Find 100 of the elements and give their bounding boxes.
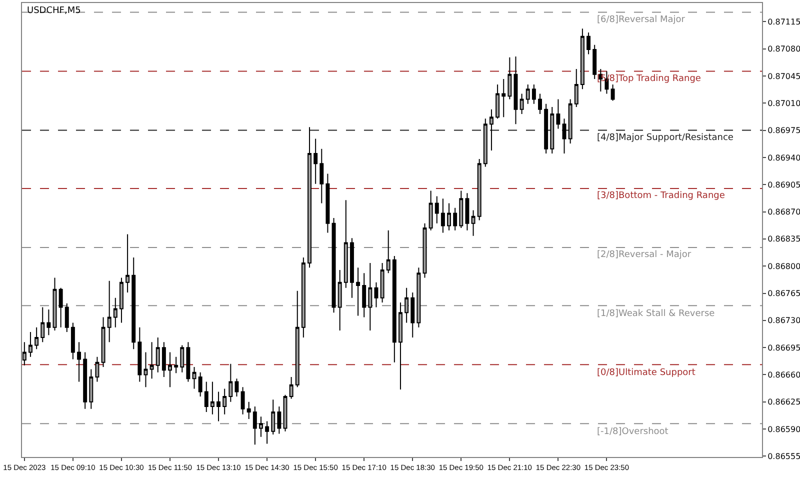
y-tick-label: 0.86940 bbox=[768, 153, 800, 162]
candlestick bbox=[610, 84, 615, 102]
y-tick-label: 0.86695 bbox=[768, 343, 800, 352]
candlestick bbox=[95, 356, 100, 382]
y-tick-label: 0.86730 bbox=[768, 316, 800, 326]
candlestick bbox=[216, 391, 221, 422]
candlestick bbox=[338, 269, 342, 331]
y-tick-label: 0.86835 bbox=[768, 234, 800, 244]
candlestick bbox=[186, 342, 190, 382]
candlestick bbox=[64, 302, 69, 333]
y-tick-label: 0.86765 bbox=[768, 289, 800, 298]
candlestick bbox=[234, 378, 239, 397]
candlestick bbox=[46, 309, 51, 336]
candlestick bbox=[550, 106, 554, 154]
candlestick bbox=[440, 198, 445, 234]
candlestick bbox=[368, 262, 372, 331]
candlestick bbox=[22, 342, 26, 366]
candlestick bbox=[28, 332, 32, 358]
candlestick bbox=[320, 148, 324, 204]
candlestick bbox=[392, 256, 396, 363]
candlestick bbox=[374, 282, 378, 308]
chart-title: USDCHF,M5 bbox=[27, 6, 81, 16]
candlestick bbox=[252, 406, 257, 446]
candlestick bbox=[332, 217, 336, 314]
candlestick bbox=[271, 399, 276, 435]
candlestick bbox=[89, 368, 94, 410]
candlestick bbox=[107, 280, 112, 343]
y-tick-label: 0.86555 bbox=[768, 452, 800, 462]
candlestick bbox=[259, 416, 263, 438]
y-tick-label: 0.86870 bbox=[768, 208, 800, 217]
candlestick bbox=[483, 118, 488, 168]
candlestick bbox=[350, 238, 354, 298]
candlestick bbox=[538, 93, 542, 114]
candlestick bbox=[508, 56, 512, 100]
candlestick bbox=[180, 344, 184, 373]
candlestick bbox=[489, 108, 494, 151]
candlestick bbox=[58, 287, 63, 328]
candlestick bbox=[301, 257, 306, 338]
y-tick-label: 0.86625 bbox=[768, 398, 800, 407]
y-tick-label: 0.86800 bbox=[768, 262, 800, 271]
candlestick bbox=[428, 190, 433, 231]
candlestick bbox=[204, 381, 208, 412]
ref-line-label: [2/8]Reversal - Major bbox=[597, 250, 692, 260]
candlestick bbox=[562, 118, 566, 154]
candlestick bbox=[162, 342, 166, 378]
y-tick-label: 0.86660 bbox=[768, 370, 800, 380]
candlestick bbox=[574, 68, 578, 108]
candlestick bbox=[150, 342, 154, 380]
candlestick bbox=[314, 138, 318, 184]
candlestick bbox=[295, 290, 300, 388]
y-tick-label: 0.87010 bbox=[768, 98, 800, 108]
candlestick bbox=[471, 210, 476, 236]
candlestick bbox=[240, 386, 245, 415]
candlestick bbox=[398, 302, 402, 390]
candlestick bbox=[496, 84, 500, 120]
candlestick bbox=[532, 84, 536, 104]
candlestick bbox=[126, 234, 130, 293]
candlestick bbox=[459, 190, 464, 229]
candlestick bbox=[477, 158, 482, 221]
candlestick bbox=[410, 292, 415, 338]
candlestick bbox=[556, 98, 560, 130]
candlestick bbox=[344, 200, 348, 288]
candlestick bbox=[265, 420, 270, 444]
candlestick bbox=[434, 196, 439, 224]
y-tick-label: 0.86905 bbox=[768, 180, 800, 190]
candlestick bbox=[586, 32, 591, 55]
candlestick bbox=[326, 173, 330, 234]
candlestick bbox=[246, 401, 251, 420]
y-tick-label: 0.87080 bbox=[768, 44, 800, 54]
candlestick bbox=[362, 272, 366, 318]
candlestick bbox=[308, 126, 312, 268]
candlestick bbox=[132, 257, 136, 350]
candlestick bbox=[192, 366, 196, 390]
candlestick bbox=[277, 406, 282, 434]
candlestick bbox=[40, 306, 45, 343]
candlestick bbox=[70, 322, 75, 360]
candlestick bbox=[156, 336, 160, 373]
candlestick bbox=[380, 262, 384, 304]
candlestick bbox=[580, 28, 584, 90]
candlestick bbox=[544, 103, 548, 154]
candlestick bbox=[465, 192, 470, 231]
candlestick bbox=[119, 277, 124, 324]
candlestick bbox=[83, 352, 88, 410]
y-tick-label: 0.86590 bbox=[768, 424, 800, 434]
candlestick bbox=[502, 78, 506, 118]
candlestick bbox=[453, 207, 458, 231]
candlestick bbox=[422, 222, 427, 278]
candlestick bbox=[228, 363, 233, 402]
ref-line-label: [4/8]Major Support/Resistance bbox=[597, 133, 734, 143]
candlestick bbox=[138, 326, 142, 382]
candlestick bbox=[174, 356, 178, 374]
candlestick bbox=[526, 84, 530, 104]
candlestick bbox=[447, 202, 451, 231]
candlestick bbox=[404, 287, 409, 324]
candlestick bbox=[568, 98, 572, 144]
candlestick bbox=[356, 267, 360, 316]
candlestick bbox=[520, 93, 524, 114]
y-tick-label: 0.87115 bbox=[768, 17, 800, 26]
candlestick bbox=[592, 44, 597, 80]
candlestick bbox=[386, 230, 390, 274]
